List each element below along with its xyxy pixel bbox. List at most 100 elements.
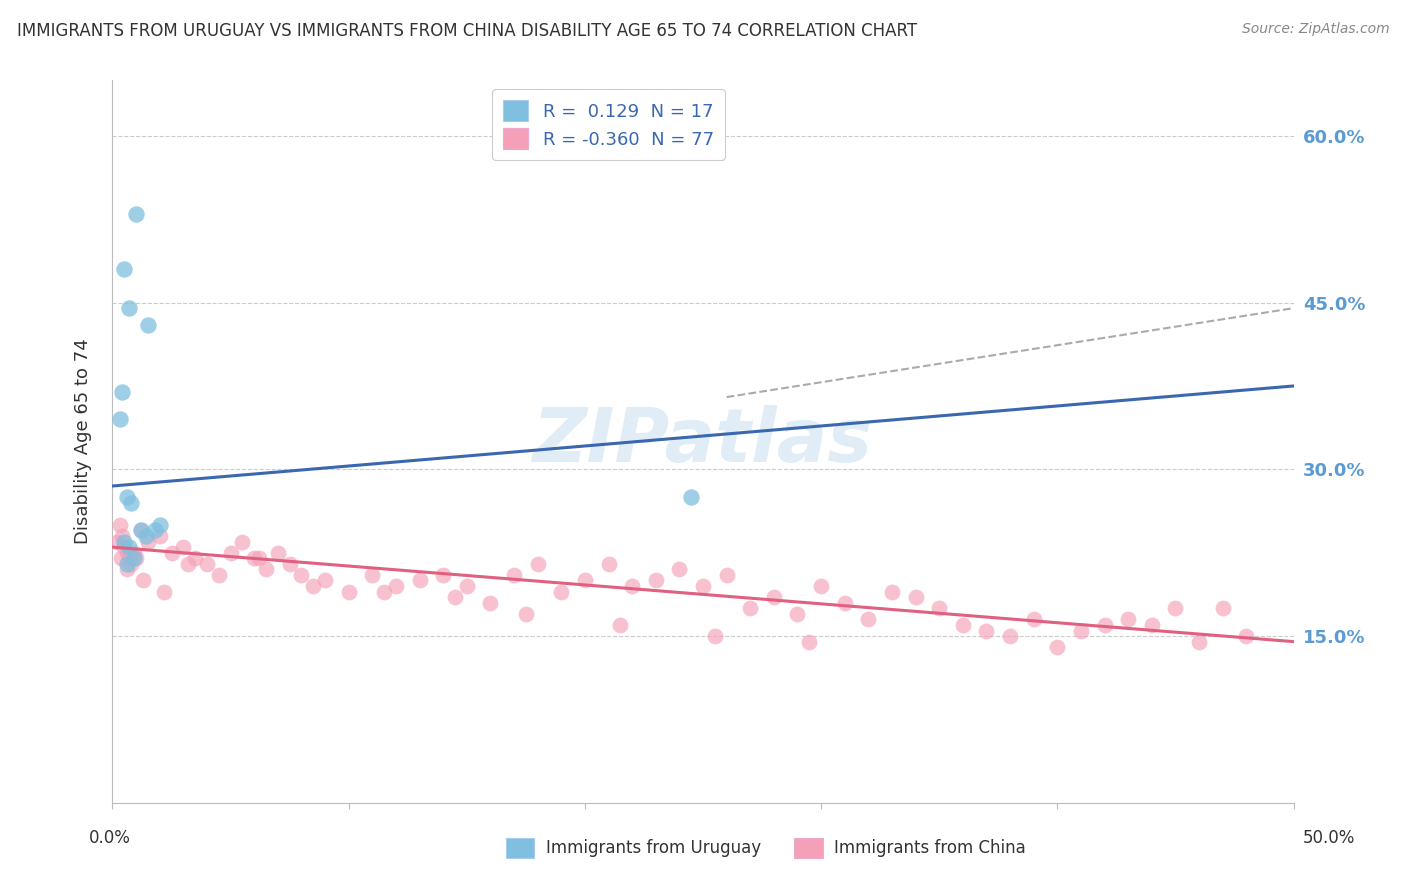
Point bbox=[1234, 629, 1257, 643]
Text: ZIPatlas: ZIPatlas bbox=[533, 405, 873, 478]
Point bbox=[112, 540, 135, 554]
Point bbox=[115, 562, 138, 576]
Point bbox=[1140, 618, 1163, 632]
Point bbox=[108, 412, 131, 426]
Point bbox=[952, 618, 974, 632]
Point bbox=[112, 534, 135, 549]
Point bbox=[880, 584, 903, 599]
Point bbox=[385, 579, 408, 593]
Point bbox=[479, 596, 502, 610]
Point bbox=[115, 557, 138, 571]
Point bbox=[716, 568, 738, 582]
Point bbox=[550, 584, 572, 599]
Point bbox=[120, 557, 142, 571]
Point bbox=[786, 607, 808, 621]
Text: Source: ZipAtlas.com: Source: ZipAtlas.com bbox=[1241, 22, 1389, 37]
Point bbox=[1046, 640, 1069, 655]
Point bbox=[598, 557, 620, 571]
Point bbox=[112, 262, 135, 277]
Point bbox=[432, 568, 454, 582]
Point bbox=[125, 551, 148, 566]
Point bbox=[153, 584, 176, 599]
Point bbox=[644, 574, 666, 588]
Point bbox=[118, 301, 141, 315]
Point bbox=[621, 579, 644, 593]
Point bbox=[1022, 612, 1045, 626]
Point bbox=[290, 568, 312, 582]
Point bbox=[444, 590, 467, 604]
Point bbox=[834, 596, 856, 610]
Point bbox=[149, 517, 172, 532]
Point bbox=[692, 579, 714, 593]
Point bbox=[195, 557, 218, 571]
Legend: R =  0.129  N = 17, R = -0.360  N = 77: R = 0.129 N = 17, R = -0.360 N = 77 bbox=[492, 89, 724, 160]
Point bbox=[120, 496, 142, 510]
Point bbox=[172, 540, 194, 554]
Point bbox=[136, 318, 159, 332]
Point bbox=[110, 551, 132, 566]
Point bbox=[129, 524, 152, 538]
Point bbox=[799, 634, 821, 648]
Point bbox=[1212, 601, 1234, 615]
Point bbox=[361, 568, 384, 582]
Point bbox=[118, 551, 141, 566]
Point bbox=[740, 601, 762, 615]
Point bbox=[111, 529, 134, 543]
Point bbox=[122, 546, 145, 560]
Point bbox=[858, 612, 880, 626]
Point bbox=[408, 574, 430, 588]
Point bbox=[115, 546, 138, 560]
Text: Immigrants from Uruguay: Immigrants from Uruguay bbox=[546, 839, 761, 857]
Point bbox=[160, 546, 183, 560]
Point bbox=[703, 629, 725, 643]
Point bbox=[456, 579, 478, 593]
Point bbox=[609, 618, 631, 632]
Point bbox=[111, 384, 134, 399]
Point bbox=[115, 490, 138, 504]
Point bbox=[1116, 612, 1139, 626]
Point bbox=[135, 529, 157, 543]
Point bbox=[681, 490, 703, 504]
Point bbox=[132, 574, 155, 588]
Point bbox=[136, 534, 159, 549]
Point bbox=[254, 562, 277, 576]
Point bbox=[143, 524, 166, 538]
Point bbox=[247, 551, 270, 566]
Point bbox=[762, 590, 785, 604]
Point bbox=[125, 207, 148, 221]
Point bbox=[208, 568, 231, 582]
Point bbox=[105, 534, 128, 549]
Point bbox=[243, 551, 266, 566]
Point bbox=[1188, 634, 1211, 648]
Text: 50.0%: 50.0% bbox=[1302, 829, 1355, 847]
FancyBboxPatch shape bbox=[794, 838, 823, 858]
Point bbox=[108, 517, 131, 532]
Point bbox=[998, 629, 1021, 643]
Point bbox=[177, 557, 200, 571]
Point bbox=[219, 546, 242, 560]
Point bbox=[118, 540, 141, 554]
Point bbox=[314, 574, 336, 588]
Point bbox=[904, 590, 927, 604]
Point bbox=[337, 584, 360, 599]
Point bbox=[129, 524, 152, 538]
Point bbox=[373, 584, 395, 599]
Point bbox=[1070, 624, 1092, 638]
Point bbox=[122, 551, 145, 566]
Y-axis label: Disability Age 65 to 74: Disability Age 65 to 74 bbox=[73, 339, 91, 544]
Point bbox=[668, 562, 690, 576]
Point bbox=[526, 557, 548, 571]
Point bbox=[149, 529, 172, 543]
Point bbox=[928, 601, 950, 615]
Point bbox=[278, 557, 301, 571]
Text: 0.0%: 0.0% bbox=[89, 829, 131, 847]
Point bbox=[574, 574, 596, 588]
Point bbox=[503, 568, 526, 582]
Point bbox=[302, 579, 325, 593]
Point bbox=[1094, 618, 1116, 632]
Point bbox=[976, 624, 998, 638]
Point bbox=[267, 546, 290, 560]
FancyBboxPatch shape bbox=[506, 838, 534, 858]
Point bbox=[810, 579, 832, 593]
Point bbox=[1164, 601, 1187, 615]
